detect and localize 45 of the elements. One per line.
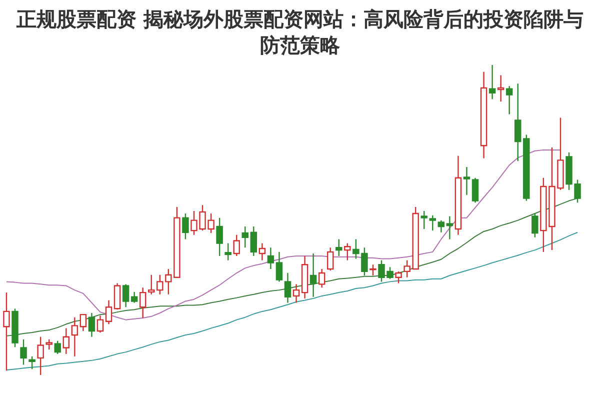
candlestick bbox=[370, 264, 376, 276]
candlestick bbox=[438, 220, 445, 233]
candlestick bbox=[242, 226, 248, 248]
candlestick bbox=[182, 212, 189, 240]
candlestick bbox=[276, 251, 283, 282]
chart-title: 正规股票配资 揭秘场外股票配资网站：高风险背后的投资陷阱与防范策略 bbox=[16, 6, 584, 59]
candlestick bbox=[514, 83, 522, 162]
candlestick bbox=[114, 282, 121, 310]
candlestick bbox=[20, 338, 27, 366]
candlestick bbox=[344, 242, 351, 261]
candlestick bbox=[318, 268, 326, 288]
candlestick bbox=[62, 328, 70, 355]
candlestick bbox=[336, 238, 342, 257]
candlestick bbox=[28, 356, 36, 370]
candlestick bbox=[310, 252, 317, 298]
candlestick bbox=[148, 274, 155, 295]
candlestick bbox=[71, 316, 78, 357]
candlestick bbox=[292, 284, 300, 304]
candlestick bbox=[284, 272, 292, 304]
candlestick bbox=[105, 300, 112, 325]
candlestick bbox=[233, 234, 240, 257]
candlestick bbox=[472, 177, 479, 204]
candlestick bbox=[216, 217, 223, 257]
candlestick bbox=[463, 166, 470, 196]
candlestick bbox=[326, 246, 334, 272]
candlestick bbox=[96, 314, 104, 334]
candlestick bbox=[532, 212, 538, 238]
candlestick bbox=[122, 284, 130, 308]
candlestick bbox=[488, 64, 496, 100]
candlestick bbox=[446, 216, 454, 240]
candlestick bbox=[258, 242, 266, 261]
candlestick bbox=[139, 286, 146, 319]
candlestick bbox=[250, 226, 258, 257]
candlestick bbox=[497, 74, 504, 102]
candlestick bbox=[224, 242, 232, 261]
candlestick bbox=[420, 210, 428, 230]
candlestick bbox=[267, 246, 274, 270]
candlestick bbox=[54, 340, 61, 355]
candlestick bbox=[130, 291, 138, 304]
candlestick bbox=[3, 292, 10, 372]
candlestick bbox=[395, 270, 402, 284]
candlestick bbox=[80, 314, 87, 332]
candlestick bbox=[506, 85, 513, 115]
candlestick bbox=[429, 214, 436, 232]
candlestick bbox=[88, 312, 96, 338]
